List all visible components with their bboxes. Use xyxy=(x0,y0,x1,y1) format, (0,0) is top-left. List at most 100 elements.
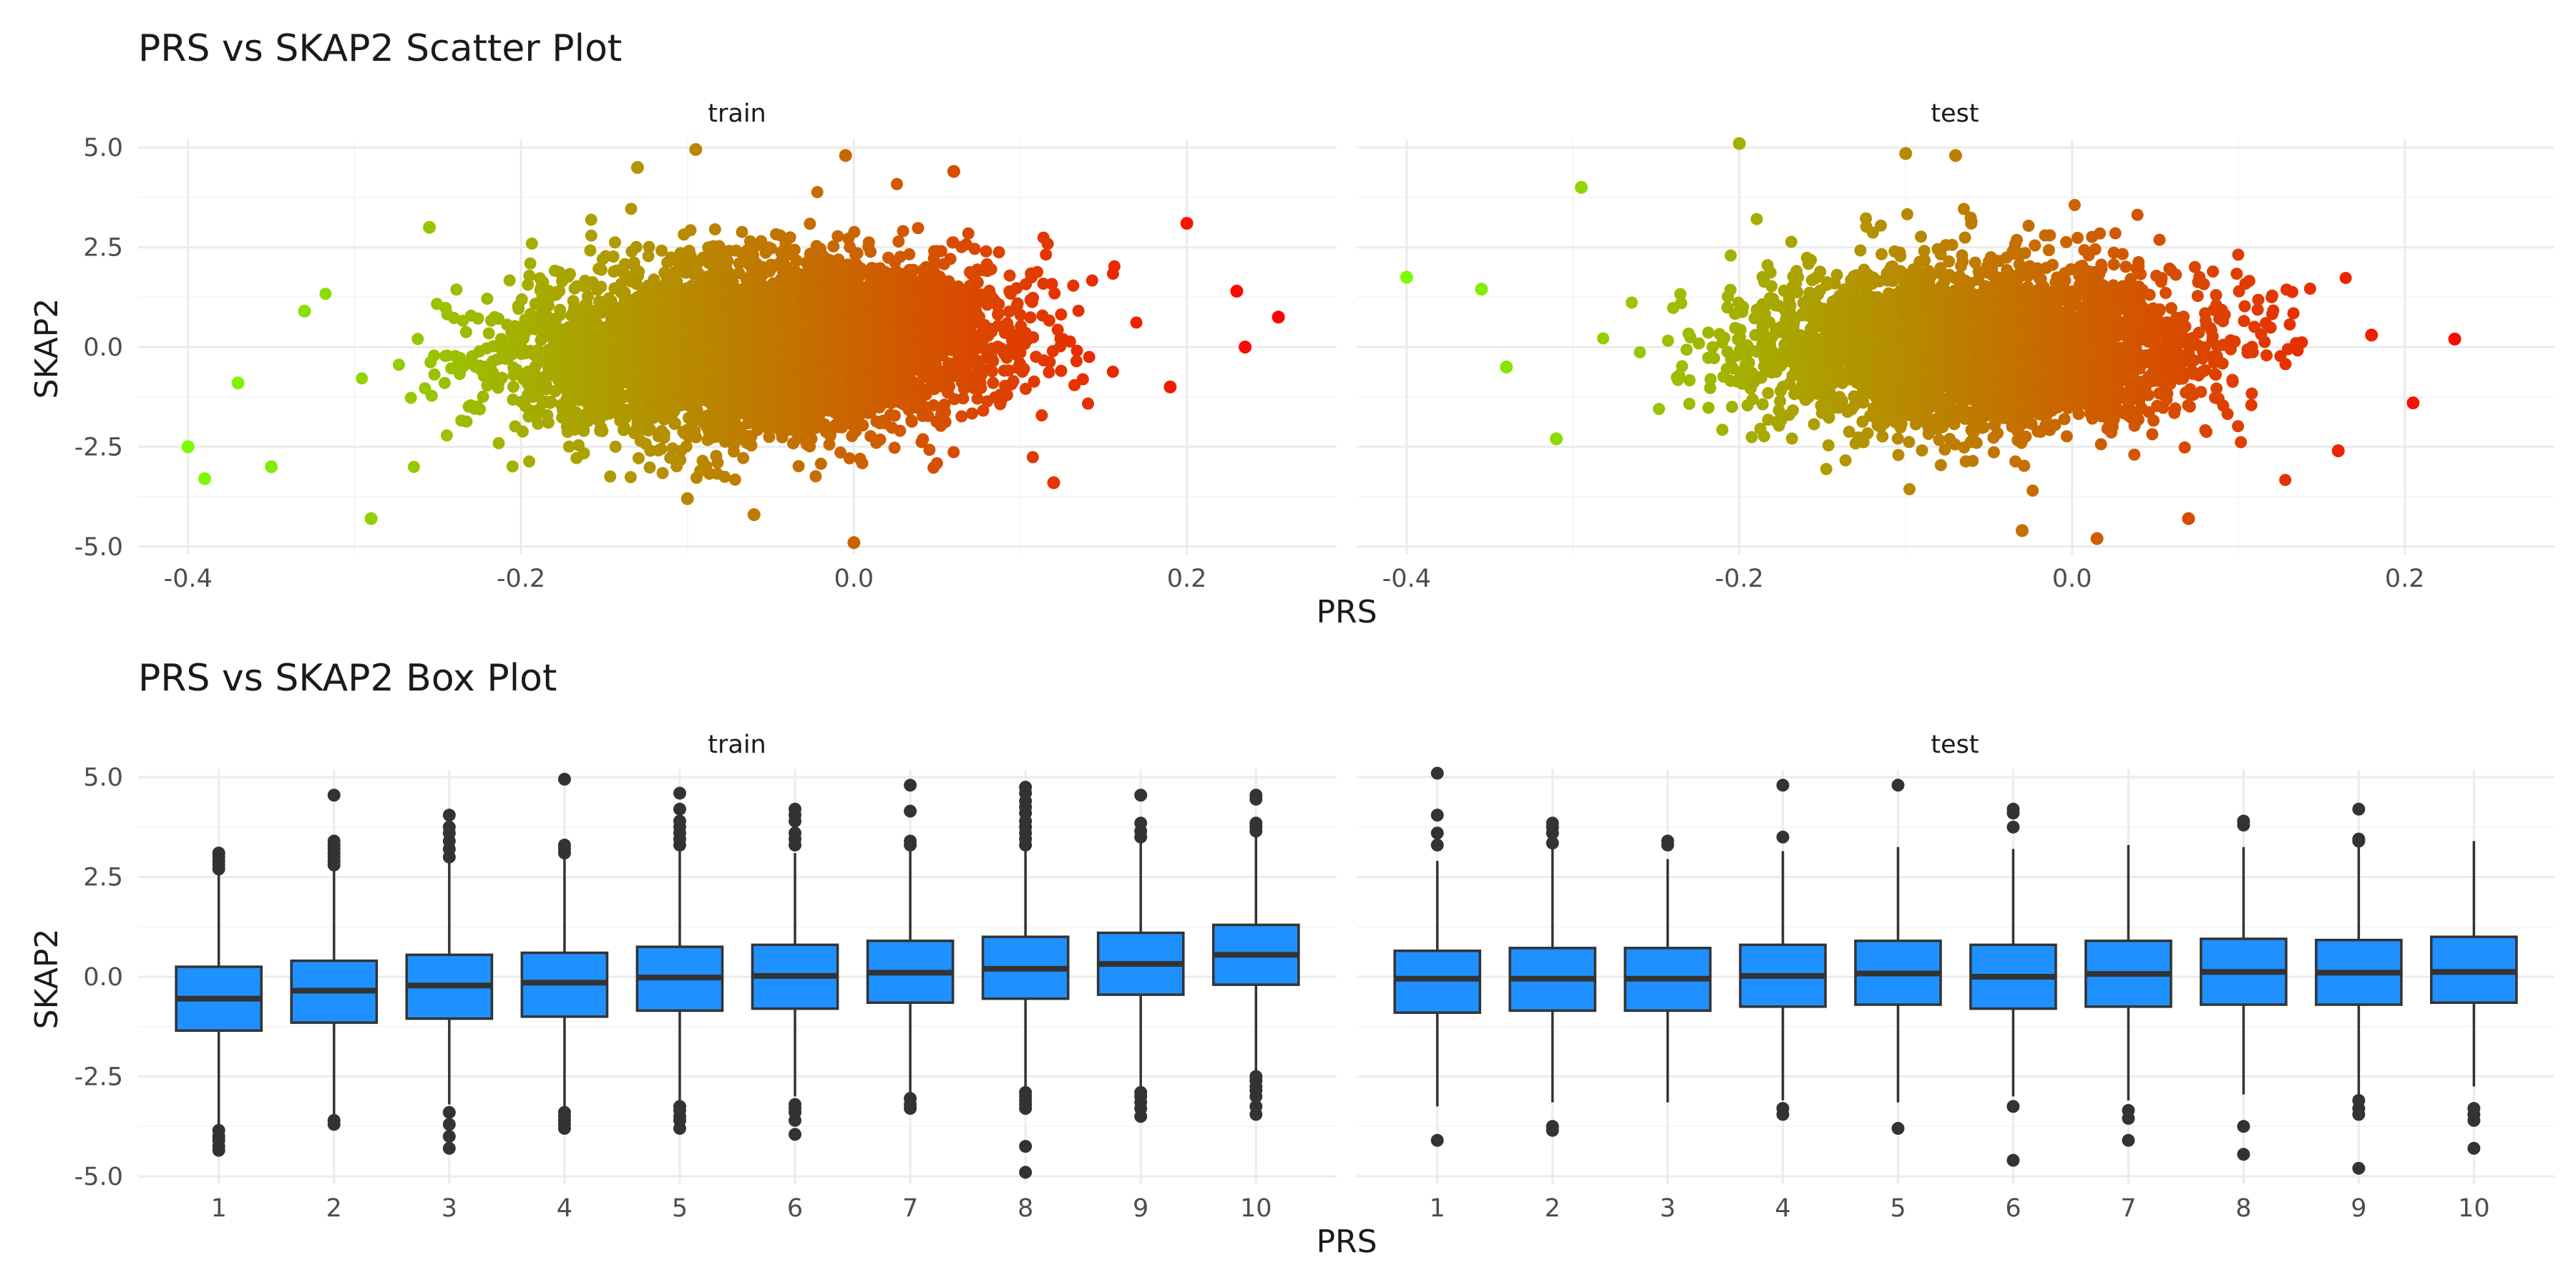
scatter-point xyxy=(425,389,438,402)
scatter-point xyxy=(1048,287,1061,300)
scatter-point xyxy=(507,393,519,406)
scatter-point xyxy=(792,459,805,472)
scatter-point xyxy=(489,374,502,386)
scatter-point xyxy=(529,297,542,310)
scatter-point xyxy=(889,278,902,291)
scatter-plot-section: PRS vs SKAP2 Scatter Plot -0.4 -0.2 0.0 0.2… xyxy=(29,27,2555,630)
scatter-point xyxy=(1082,397,1095,410)
scatter-point xyxy=(460,415,473,428)
scatter-point xyxy=(1067,279,1080,292)
scatter-point xyxy=(1037,278,1050,291)
scatter-point xyxy=(585,229,597,242)
scatter-point xyxy=(741,436,753,449)
scatter-point xyxy=(1070,355,1083,368)
scatter-point xyxy=(1130,316,1143,329)
scatter-point xyxy=(1055,364,1068,377)
scatter-point xyxy=(595,263,608,276)
scatter-point xyxy=(971,392,984,405)
scatter-point xyxy=(917,433,930,446)
scatter-point xyxy=(668,417,681,430)
scatter-point xyxy=(811,185,824,198)
scatter-point xyxy=(1002,364,1015,377)
scatter-point xyxy=(987,376,1000,389)
scatter-point xyxy=(619,323,632,336)
scatter-point xyxy=(955,240,968,253)
scatter-point xyxy=(756,260,769,273)
scatter-point xyxy=(643,461,656,474)
scatter-point xyxy=(898,394,911,407)
scatter-point xyxy=(728,473,741,486)
scatter-point xyxy=(559,342,572,355)
scatter-point xyxy=(319,288,332,301)
scatter-point xyxy=(955,410,968,423)
scatter-point xyxy=(741,244,753,257)
scatter-train-points xyxy=(181,142,1285,550)
scatter-point xyxy=(890,267,903,280)
scatter-point xyxy=(472,312,484,325)
scatter-point xyxy=(884,409,897,421)
scatter-point xyxy=(643,240,655,253)
scatter-point xyxy=(1083,351,1096,364)
scatter-point xyxy=(946,236,959,249)
scatter-point xyxy=(600,250,613,263)
scatter-point xyxy=(608,236,621,249)
scatter-point xyxy=(737,452,750,464)
scatter-point xyxy=(678,228,691,241)
scatter-point xyxy=(523,455,536,468)
scatter-point xyxy=(915,384,928,397)
scatter-point xyxy=(985,263,997,275)
scatter-point xyxy=(579,274,592,287)
scatter-point xyxy=(980,245,992,258)
scatter-point xyxy=(711,467,723,480)
scatter-point xyxy=(1030,351,1043,364)
scatter-point xyxy=(624,471,637,484)
scatter-point xyxy=(633,265,645,278)
scatter-point xyxy=(596,424,609,437)
scatter-point xyxy=(553,285,566,298)
scatter-point xyxy=(834,446,847,459)
scatter-point xyxy=(1068,379,1081,391)
scatter-point xyxy=(1043,314,1055,327)
scatter-point xyxy=(577,447,590,459)
scatter-point xyxy=(1026,451,1039,464)
scatter-point xyxy=(509,420,522,433)
scatter-plot-title: PRS vs SKAP2 Scatter Plot xyxy=(138,27,622,70)
scatter-point xyxy=(1106,267,1119,280)
scatter-point xyxy=(492,436,505,449)
scatter-point xyxy=(482,327,495,340)
scatter-point xyxy=(927,399,940,411)
scatter-point xyxy=(1018,363,1030,376)
scatter-point xyxy=(1024,311,1037,324)
scatter-point xyxy=(522,278,535,291)
scatter-point xyxy=(585,407,597,420)
scatter-point xyxy=(585,213,597,226)
scatter-point xyxy=(927,462,940,474)
scatter-point xyxy=(962,227,975,240)
scatter-point xyxy=(612,382,625,395)
scatter-point xyxy=(1072,304,1085,317)
scatter-point xyxy=(992,245,1005,258)
scatter-point xyxy=(969,316,982,329)
scatter-point xyxy=(831,230,844,243)
scatter-point xyxy=(1040,248,1053,261)
scatter-point xyxy=(656,467,669,479)
scatter-point xyxy=(450,283,463,296)
scatter-point xyxy=(1011,297,1024,310)
scatter-point xyxy=(974,369,987,382)
scatter-point xyxy=(507,381,519,394)
scatter-point xyxy=(519,313,532,326)
scatter-point xyxy=(943,380,956,393)
scatter-point xyxy=(809,470,822,483)
scatter-point xyxy=(890,177,903,190)
scatter-point xyxy=(428,368,441,381)
scatter-point xyxy=(655,244,668,257)
scatter-point xyxy=(554,303,567,316)
scatter-point xyxy=(888,441,901,454)
scatter-point xyxy=(464,399,477,411)
scatter-point xyxy=(713,263,726,276)
scatter-point xyxy=(509,331,522,344)
scatter-point xyxy=(1000,389,1013,401)
scatter-point xyxy=(950,343,962,356)
scatter-point xyxy=(894,424,907,437)
scatter-point xyxy=(971,263,984,276)
